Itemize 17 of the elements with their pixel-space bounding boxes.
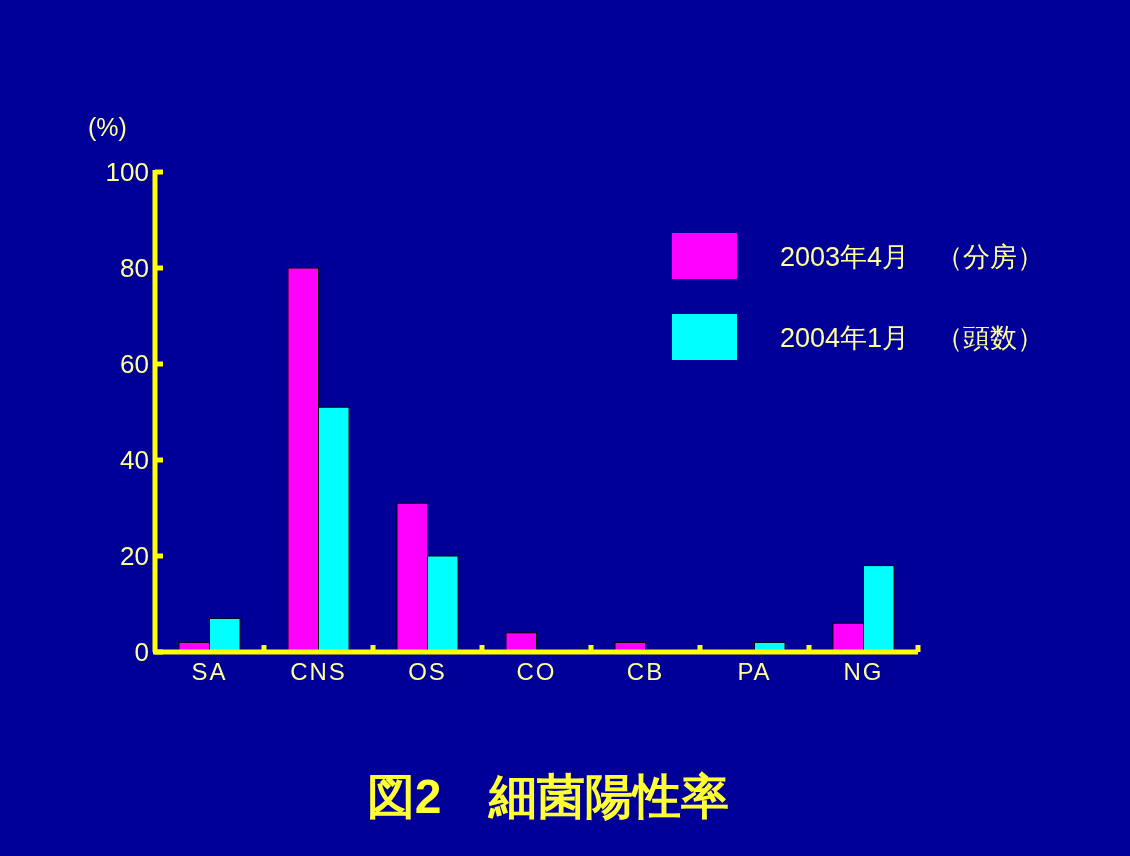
xtick: OS bbox=[408, 658, 447, 685]
legend-label: 2004年1月 （頭数） bbox=[780, 323, 1045, 353]
legend-label: 2003年4月 （分房） bbox=[780, 242, 1045, 272]
xtick: CNS bbox=[290, 658, 347, 685]
ytick: 20 bbox=[120, 541, 149, 571]
ytick: 0 bbox=[134, 637, 149, 667]
ytick: 100 bbox=[105, 157, 149, 187]
xtick: CB bbox=[626, 658, 665, 685]
ytick: 80 bbox=[120, 253, 149, 283]
xtick: CO bbox=[516, 658, 557, 685]
ylabel: (%) bbox=[88, 113, 127, 141]
xtick: SA bbox=[191, 658, 228, 685]
title: 図2 細菌陽性率 bbox=[366, 770, 730, 823]
ytick: 60 bbox=[120, 349, 149, 379]
xtick: NG bbox=[843, 658, 884, 685]
ytick: 40 bbox=[120, 445, 149, 475]
xtick: PA bbox=[737, 658, 772, 685]
